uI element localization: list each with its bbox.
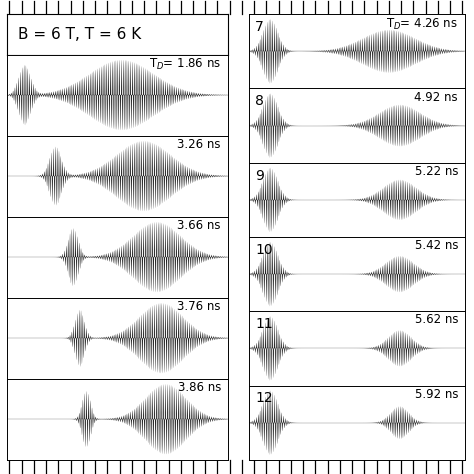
Text: 9: 9 xyxy=(255,169,264,182)
Text: 5.62 ns: 5.62 ns xyxy=(415,313,458,327)
Text: 3.26 ns: 3.26 ns xyxy=(177,138,221,151)
Text: 12: 12 xyxy=(255,392,273,405)
Text: 8: 8 xyxy=(255,94,264,109)
Text: 3.66 ns: 3.66 ns xyxy=(177,219,221,232)
Text: T$_D$= 4.26 ns: T$_D$= 4.26 ns xyxy=(386,17,458,32)
Text: 3.76 ns: 3.76 ns xyxy=(177,300,221,313)
Text: 7: 7 xyxy=(255,20,264,34)
Text: 4.92 ns: 4.92 ns xyxy=(414,91,458,104)
Text: T$_D$= 1.86 ns: T$_D$= 1.86 ns xyxy=(149,57,221,72)
Text: 5.42 ns: 5.42 ns xyxy=(415,239,458,252)
Text: B = 6 T, T = 6 K: B = 6 T, T = 6 K xyxy=(18,27,141,42)
Text: 3.86 ns: 3.86 ns xyxy=(178,381,221,394)
Text: 11: 11 xyxy=(255,317,273,331)
Text: 10: 10 xyxy=(255,243,273,257)
Text: 5.92 ns: 5.92 ns xyxy=(415,388,458,401)
Text: 5.22 ns: 5.22 ns xyxy=(415,165,458,178)
